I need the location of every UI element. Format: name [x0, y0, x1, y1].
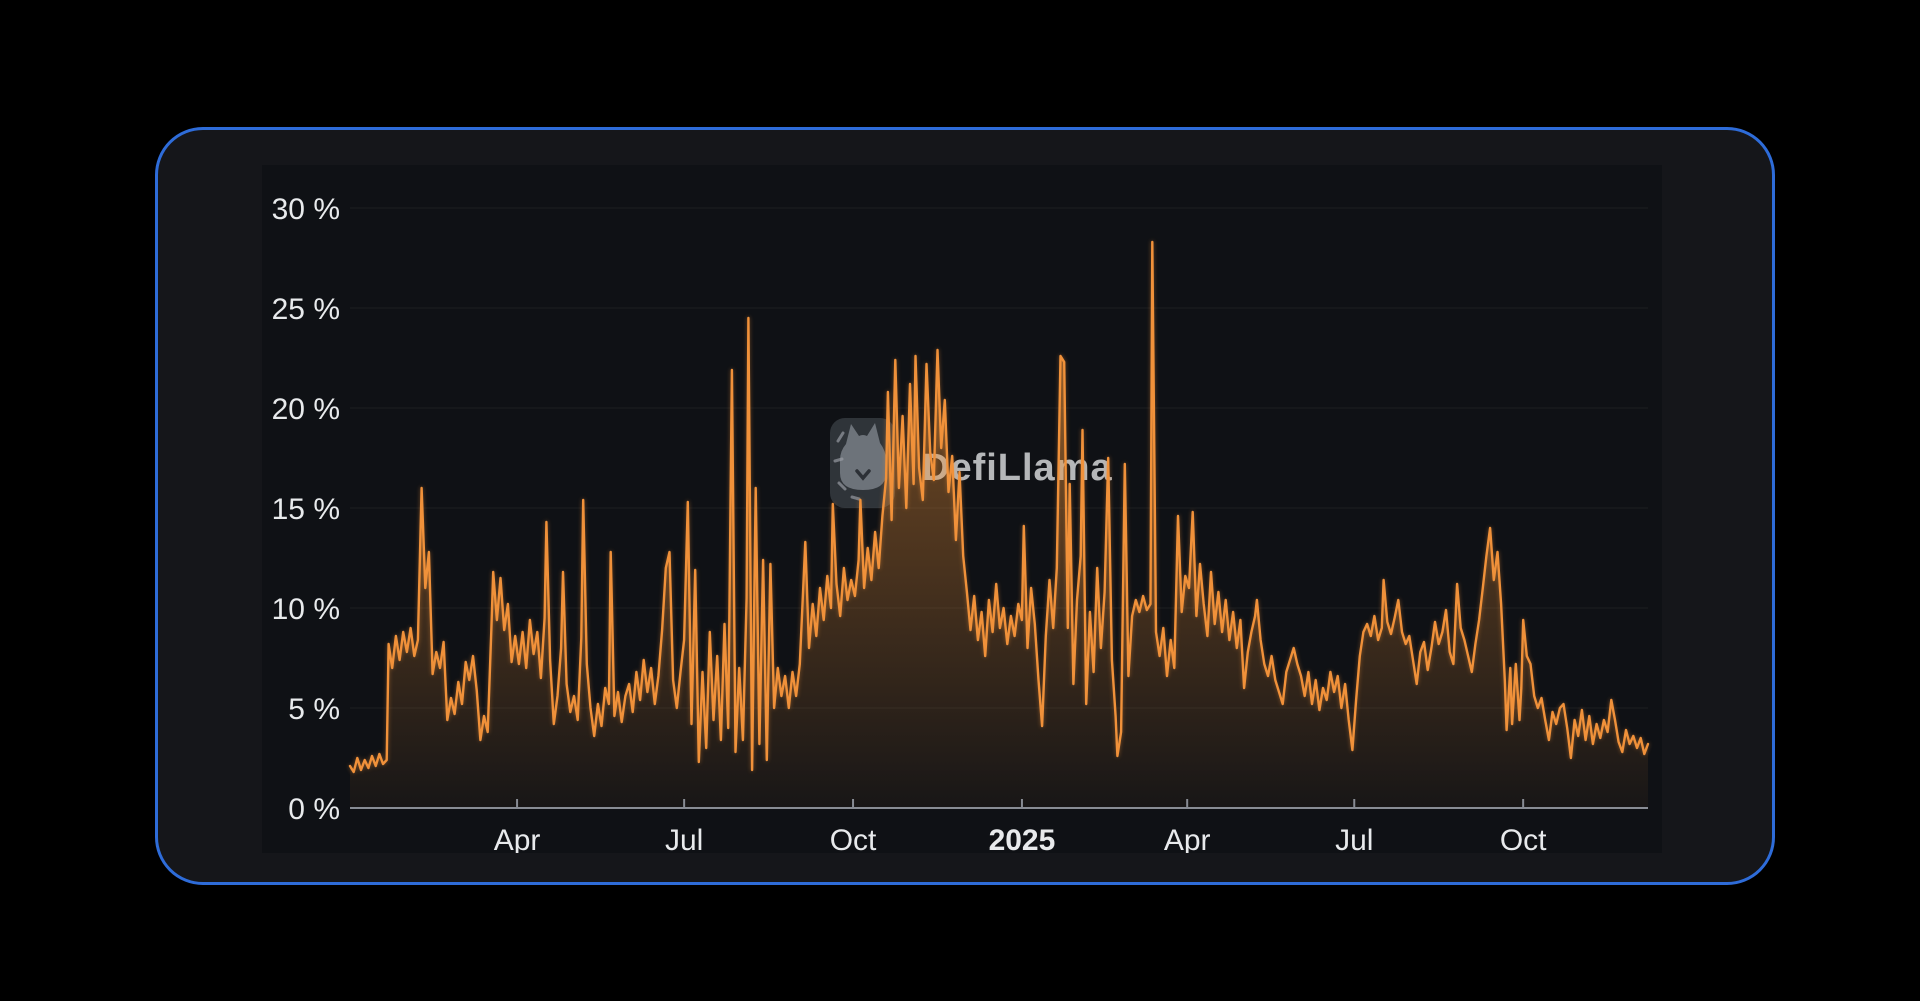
x-axis-label: Apr	[494, 824, 541, 853]
x-axis-label: Oct	[1500, 824, 1547, 853]
y-axis-label: 0 %	[288, 793, 340, 826]
y-axis-label: 15 %	[272, 493, 340, 526]
percentage-time-series-chart[interactable]: DefiLlama 0 %5 %10 %15 %20 %25 %30 %Apr J…	[262, 165, 1662, 853]
y-axis-label: 30 %	[272, 193, 340, 226]
x-axis-label: Apr	[1164, 824, 1211, 853]
axis-group: 0 % 5 % 10 % 15 % 20 % 25 % 30 % Apr Jul Oct 2025 A…	[272, 193, 1648, 853]
series-area	[350, 242, 1648, 808]
chart-panel: DefiLlama 0 % 5 % 10 % 15 % 20 % 25 % 30 % Apr J…	[262, 165, 1662, 853]
y-axis-label: 5 %	[288, 693, 340, 726]
llama-head-icon	[840, 423, 886, 490]
x-axis-label: 2025	[989, 824, 1056, 853]
llama-face-icon	[855, 469, 871, 481]
y-axis-label: 10 %	[272, 593, 340, 626]
y-axis-label: 25 %	[272, 293, 340, 326]
x-axis-label: Oct	[830, 824, 877, 853]
chart-card: DefiLlama 0 % 5 % 10 % 15 % 20 % 25 % 30 % Apr J…	[155, 127, 1775, 885]
x-axis-label: Jul	[665, 824, 703, 853]
series-line	[348, 240, 1650, 774]
y-axis-label: 20 %	[272, 393, 340, 426]
series-group	[348, 240, 1650, 808]
logo-sparkle-dashes	[833, 431, 861, 501]
x-axis-label: Jul	[1335, 824, 1373, 853]
